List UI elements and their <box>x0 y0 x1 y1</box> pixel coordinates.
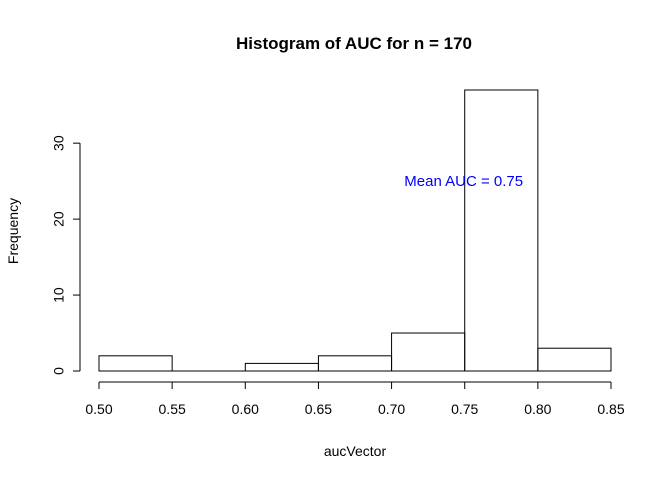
x-tick-label-0: 0.50 <box>85 401 112 417</box>
y-axis-label: Frequency <box>5 198 21 264</box>
y-tick-label-1: 10 <box>51 287 67 303</box>
y-tick-label-3: 30 <box>51 135 67 151</box>
histogram-bar-3 <box>317 355 393 372</box>
x-tick-label-7: 0.85 <box>597 401 624 417</box>
bars-group <box>98 89 612 372</box>
x-tick-label-3: 0.65 <box>305 401 332 417</box>
x-axis-label: aucVector <box>324 443 387 459</box>
x-tick-label-1: 0.55 <box>159 401 186 417</box>
histogram-bar-4 <box>391 332 466 372</box>
chart-title: Histogram of AUC for n = 170 <box>236 34 472 53</box>
histogram-bar-6 <box>537 347 612 372</box>
histogram-bar-2 <box>244 362 319 372</box>
x-tick-label-2: 0.60 <box>232 401 259 417</box>
x-tick-label-6: 0.80 <box>524 401 551 417</box>
y-axis: 0 10 20 30 <box>51 135 81 375</box>
x-tick-label-5: 0.75 <box>451 401 478 417</box>
x-axis: 0.50 0.55 0.60 0.65 0.70 0.75 0.80 0.85 <box>85 381 625 417</box>
histogram-bar-0 <box>98 355 173 372</box>
y-tick-label-0: 0 <box>51 367 67 375</box>
mean-auc-annotation: Mean AUC = 0.75 <box>404 173 523 190</box>
y-tick-label-2: 20 <box>51 211 67 227</box>
histogram-bar-5 <box>464 89 539 372</box>
x-tick-label-4: 0.70 <box>378 401 405 417</box>
